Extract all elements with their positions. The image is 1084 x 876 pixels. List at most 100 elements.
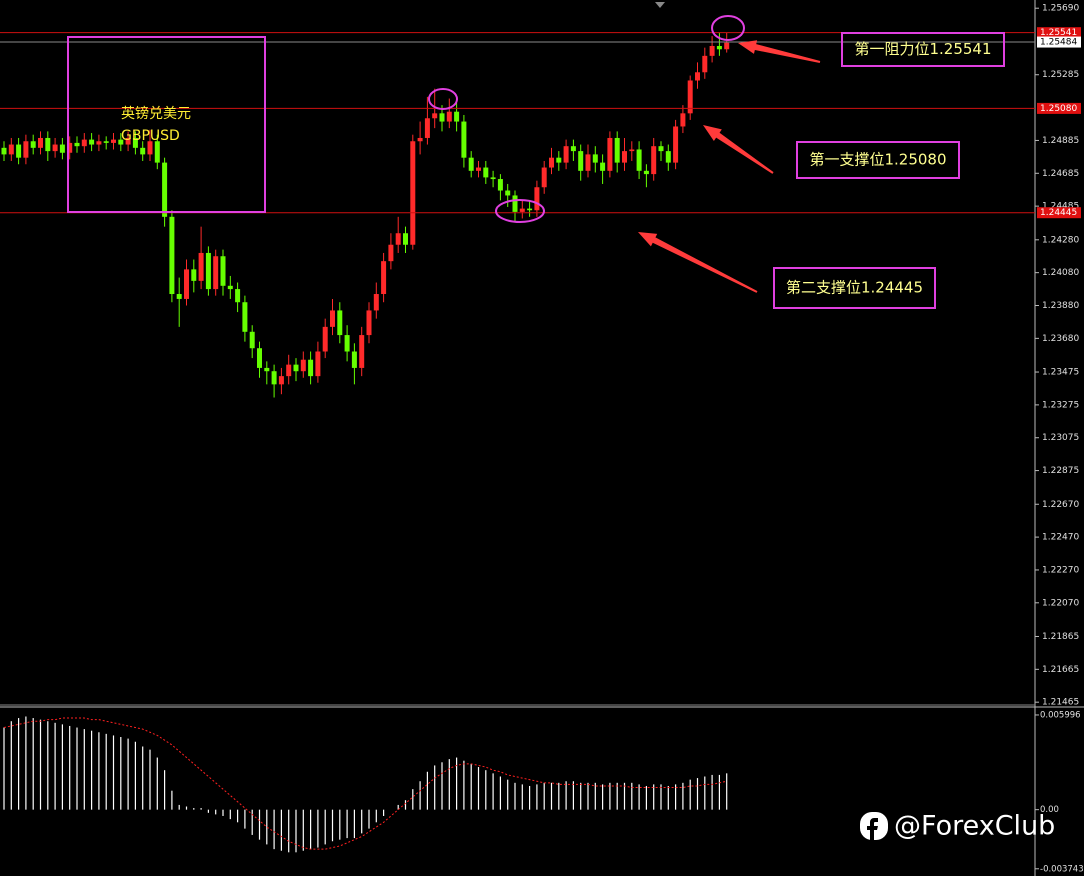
candle-body xyxy=(658,146,664,152)
candle-body xyxy=(103,141,109,143)
candle-body xyxy=(585,154,591,171)
candle-body xyxy=(176,294,182,299)
annotation-text: 第二支撑位1.24445 xyxy=(786,279,923,297)
candle-body xyxy=(249,331,255,349)
level-label: 1.25484 xyxy=(1040,38,1077,48)
candle-body xyxy=(344,335,350,352)
annotation-arrow xyxy=(638,232,758,293)
candle-body xyxy=(483,167,489,178)
highlight-circle xyxy=(711,15,745,41)
candle-body xyxy=(264,367,270,372)
candle-body xyxy=(191,269,197,281)
candle-body xyxy=(541,167,547,188)
symbol-box xyxy=(67,36,266,213)
candle-body xyxy=(125,137,131,145)
candle-body xyxy=(308,359,314,377)
level-label: 1.25080 xyxy=(1040,104,1077,114)
candle-body xyxy=(629,149,635,152)
candle-body xyxy=(607,137,613,171)
watermark: @ForexClub xyxy=(894,811,1055,842)
y-tick-label: 1.21665 xyxy=(1042,665,1079,675)
candle-body xyxy=(52,144,58,152)
candle-body xyxy=(162,162,168,217)
candle-body xyxy=(96,141,102,145)
annotation-arrow xyxy=(738,40,821,63)
candle-body xyxy=(169,216,175,295)
candle-body xyxy=(373,294,379,311)
candle-body xyxy=(271,371,277,385)
y-tick-label: 1.22875 xyxy=(1042,466,1079,476)
candle-body xyxy=(534,187,540,211)
candle-body xyxy=(651,146,657,175)
candle-body xyxy=(432,113,438,119)
candle-body xyxy=(16,144,22,158)
candle-body xyxy=(132,137,138,148)
candle-body xyxy=(600,162,606,171)
candle-body xyxy=(410,141,416,245)
y-tick-label: 1.22270 xyxy=(1042,565,1079,575)
candle-body xyxy=(111,139,116,143)
candle-body xyxy=(351,351,357,368)
y-tick-label: 1.21465 xyxy=(1042,698,1079,708)
candle-body xyxy=(381,261,387,295)
candle-body xyxy=(278,376,284,385)
candle-body xyxy=(403,233,408,245)
y-tick-label: 1.24485 xyxy=(1042,202,1079,212)
candle-body xyxy=(184,269,189,299)
candle-body xyxy=(322,326,328,352)
annotation-text: 第一支撑位1.25080 xyxy=(809,151,946,169)
candle-body xyxy=(1,147,7,155)
symbol-code: GBPUSD xyxy=(121,128,180,144)
level-label: 1.24445 xyxy=(1040,208,1077,218)
y-tick-label: 1.23475 xyxy=(1042,368,1079,378)
candle-body xyxy=(257,348,262,368)
candle-body xyxy=(45,137,51,152)
candle-body xyxy=(614,137,620,163)
level-label-box xyxy=(1037,27,1081,39)
highlight-circle xyxy=(495,199,545,223)
level-label-box xyxy=(1037,36,1081,48)
y-tick-label: 1.21865 xyxy=(1042,632,1079,642)
candle-body xyxy=(118,139,124,145)
y-tick-label: 1.22070 xyxy=(1042,598,1079,608)
candle-body xyxy=(527,208,533,211)
candle-body xyxy=(300,359,306,372)
highlight-circle xyxy=(428,88,458,110)
candle-body xyxy=(213,256,219,290)
candle-body xyxy=(563,146,569,163)
candle-body xyxy=(23,141,29,158)
candle-body xyxy=(205,252,211,290)
annotation-box xyxy=(841,32,1005,67)
candle-body xyxy=(242,302,248,332)
indicator-tick-label: 0.005996 xyxy=(1040,710,1081,720)
candle-body xyxy=(578,151,584,171)
indicator-tick-label: 0.00 xyxy=(1040,805,1059,815)
level-label: 1.25541 xyxy=(1040,28,1077,38)
candle-body xyxy=(59,144,65,153)
candle-body xyxy=(512,195,518,212)
candle-body xyxy=(81,139,87,147)
candle-body xyxy=(67,142,73,153)
candle-body xyxy=(695,72,700,81)
candle-body xyxy=(235,289,241,303)
candle-body xyxy=(724,42,730,50)
candle-body xyxy=(490,177,496,180)
y-tick-label: 1.22670 xyxy=(1042,500,1079,510)
candle-body xyxy=(89,139,95,145)
candle-body xyxy=(198,252,204,281)
candle-body xyxy=(154,141,160,163)
candle-body xyxy=(293,364,299,372)
annotation-text: 第一阻力位1.25541 xyxy=(854,40,991,58)
candle-body xyxy=(673,126,679,163)
candle-body xyxy=(549,157,554,168)
candle-body xyxy=(359,335,365,368)
candle-body xyxy=(446,111,452,122)
candle-body xyxy=(476,167,481,171)
level-label-box xyxy=(1037,102,1081,114)
scroll-marker xyxy=(655,2,665,8)
level-label-box xyxy=(1037,207,1081,219)
candle-body xyxy=(592,154,598,163)
symbol-name: 英镑兑美元 xyxy=(121,105,191,122)
candle-body xyxy=(417,137,423,142)
